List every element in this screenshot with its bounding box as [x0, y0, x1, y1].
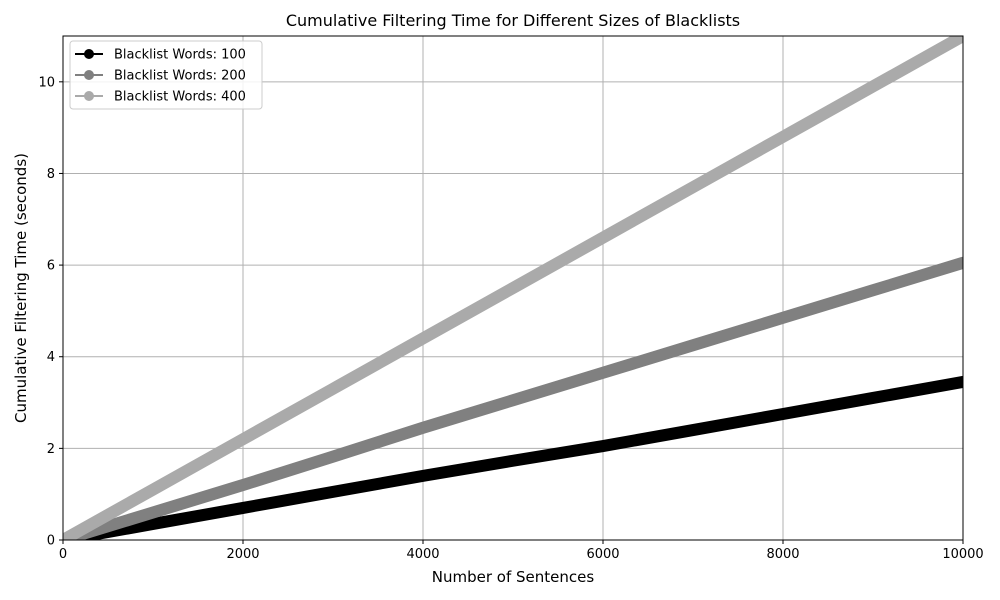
- x-axis-label: Number of Sentences: [432, 568, 595, 586]
- x-tick-label: 4000: [406, 547, 439, 562]
- legend-label: Blacklist Words: 100: [114, 48, 246, 63]
- y-tick-label: 0: [47, 534, 55, 549]
- x-tick-label: 10000: [942, 547, 983, 562]
- x-tick-label: 0: [59, 547, 67, 562]
- x-tick-label: 8000: [766, 547, 799, 562]
- legend: Blacklist Words: 100 Blacklist Words: 200…: [69, 40, 263, 110]
- legend-marker: [84, 91, 94, 101]
- series-line: [63, 256, 963, 540]
- y-axis-label: Cumulative Filtering Time (seconds): [12, 153, 30, 423]
- x-tick-label: 6000: [586, 547, 619, 562]
- series-line: [63, 36, 963, 540]
- y-tick-label: 10: [38, 75, 55, 90]
- ticks: 0 2000 4000 6000 8000 10000 0 2 4 6 8 10: [38, 75, 983, 562]
- y-tick-label: 2: [47, 442, 55, 457]
- series-line: [63, 375, 963, 540]
- legend-label: Blacklist Words: 400: [114, 90, 246, 105]
- series-layer: [63, 36, 963, 540]
- x-tick-label: 2000: [226, 547, 259, 562]
- plot-frame: [62, 35, 964, 541]
- legend-marker: [84, 70, 94, 80]
- legend-box: [69, 40, 263, 110]
- y-tick-label: 4: [47, 350, 55, 365]
- legend-label: Blacklist Words: 200: [114, 69, 246, 84]
- y-tick-label: 6: [47, 259, 55, 274]
- legend-marker: [84, 49, 94, 59]
- y-tick-label: 8: [47, 167, 55, 182]
- chart-title: Cumulative Filtering Time for Different …: [286, 11, 740, 30]
